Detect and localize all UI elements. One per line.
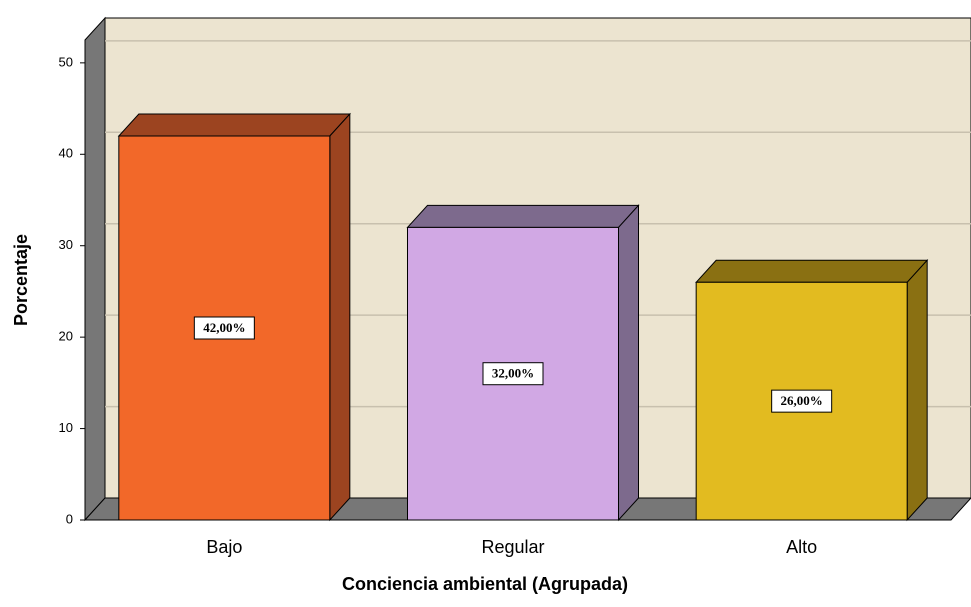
x-tick-label: Alto: [786, 537, 817, 557]
x-axis-title: Conciencia ambiental (Agrupada): [342, 574, 628, 594]
x-tick-label: Regular: [481, 537, 544, 557]
value-label: 26,00%: [781, 393, 823, 408]
value-label: 32,00%: [492, 366, 534, 381]
value-label-box: [771, 389, 833, 413]
left-wall: [84, 16, 106, 522]
y-tick-label: 50: [59, 54, 73, 69]
value-label-box: [193, 316, 255, 340]
y-axis-title: Porcentaje: [11, 234, 31, 326]
value-label: 42,00%: [203, 320, 245, 335]
value-label-box: [482, 362, 544, 386]
bar-group: 42,00%: [117, 112, 351, 522]
bar-side: [906, 258, 928, 522]
y-tick-label: 30: [59, 237, 73, 252]
bar-top: [695, 259, 929, 283]
y-tick-label: 10: [59, 420, 73, 435]
bar-side: [618, 204, 639, 522]
bar-side: [329, 112, 351, 522]
y-tick-label: 0: [66, 511, 73, 526]
bar-top: [406, 204, 640, 228]
x-tick-label: Bajo: [206, 537, 242, 557]
y-tick-label: 40: [59, 146, 73, 161]
bar-group: 32,00%: [406, 204, 640, 522]
bar-group: 26,00%: [695, 258, 929, 522]
y-tick-label: 20: [59, 329, 73, 344]
bar-top: [117, 113, 351, 137]
